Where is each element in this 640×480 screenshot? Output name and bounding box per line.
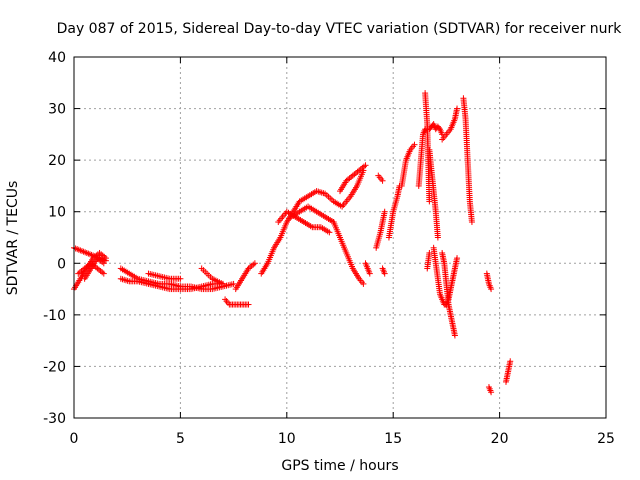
data-point (100, 260, 107, 267)
data-point (362, 162, 369, 169)
data-point (381, 208, 388, 215)
data-point (366, 270, 373, 277)
data-point (488, 389, 495, 396)
data-point (454, 255, 461, 262)
data-point (381, 270, 388, 277)
chart-title: Day 087 of 2015, Sidereal Day-to-day VTE… (57, 21, 623, 37)
data-point (230, 280, 237, 287)
data-point (426, 198, 433, 205)
y-tick-label: -20 (43, 359, 66, 375)
x-axis-ticks: 0 5 10 15 20 25 (70, 57, 615, 447)
data-point (245, 301, 252, 308)
y-tick-label: 30 (48, 102, 66, 118)
y-tick-label: 0 (57, 256, 66, 272)
data-point (102, 255, 109, 262)
x-tick-label: 0 (70, 431, 79, 447)
data-point (435, 124, 442, 131)
x-tick-label: 10 (278, 431, 296, 447)
data-point (468, 219, 475, 226)
data-point (379, 177, 386, 184)
y-tick-label: -30 (43, 411, 66, 427)
x-tick-label: 25 (597, 431, 615, 447)
data-point (451, 332, 458, 339)
y-axis-ticks: -30 -20 -10 0 10 20 30 40 (43, 50, 606, 427)
data-point (434, 234, 441, 241)
y-tick-label: 10 (48, 205, 66, 221)
data-point (411, 141, 418, 148)
x-tick-label: 5 (176, 431, 185, 447)
data-point (219, 280, 226, 287)
y-tick-label: 40 (48, 50, 66, 66)
grid (74, 57, 606, 418)
data-point (100, 270, 107, 277)
plot-frame (73, 56, 607, 419)
x-tick-label: 15 (384, 431, 402, 447)
data-point (177, 275, 184, 282)
data-point (326, 229, 333, 236)
data-point (488, 286, 495, 293)
data-points (71, 90, 514, 396)
x-axis-label: GPS time / hours (281, 458, 398, 474)
data-point (454, 105, 461, 112)
data-point (360, 280, 367, 287)
y-tick-label: -10 (43, 308, 66, 324)
data-point (251, 260, 258, 267)
data-point (507, 358, 514, 365)
x-tick-label: 20 (491, 431, 509, 447)
data-point (426, 249, 433, 256)
y-axis-label: SDTVAR / TECUs (5, 181, 21, 296)
y-tick-label: 20 (48, 153, 66, 169)
